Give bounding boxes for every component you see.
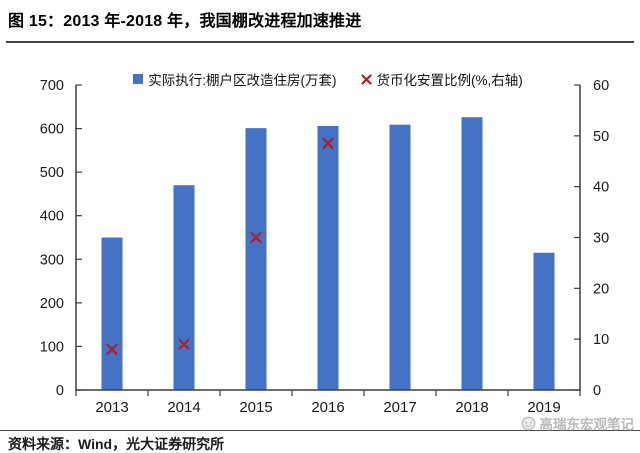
bar-series-swatch-icon bbox=[133, 74, 144, 84]
bar-2014 bbox=[173, 185, 195, 390]
x-axis-label: 2014 bbox=[167, 399, 200, 416]
bar-2016 bbox=[317, 125, 339, 390]
watermark: 高瑞东宏观笔记 bbox=[521, 413, 635, 433]
legend-label-bars: 实际执行:棚户区改造住房(万套) bbox=[148, 73, 337, 88]
watermark-text: 高瑞东宏观笔记 bbox=[539, 417, 635, 432]
x-axis-label: 2017 bbox=[383, 399, 416, 416]
left-axis-label: 400 bbox=[40, 209, 64, 225]
bar-2017 bbox=[389, 124, 411, 391]
x-axis-label: 2013 bbox=[95, 399, 128, 416]
x-marker-icon bbox=[360, 73, 372, 85]
right-axis-label: 20 bbox=[593, 281, 609, 297]
left-axis-label: 0 bbox=[56, 383, 64, 399]
bar-2018 bbox=[461, 117, 483, 390]
chart-legend: 实际执行:棚户区改造住房(万套) 货币化安置比例(%,右轴) bbox=[76, 69, 580, 89]
title-divider bbox=[6, 41, 634, 43]
left-axis-label: 700 bbox=[40, 78, 64, 94]
left-axis-label: 100 bbox=[40, 339, 64, 355]
x-axis-label: 2016 bbox=[311, 399, 344, 416]
x-axis-label: 2019 bbox=[527, 399, 560, 416]
right-axis-label: 30 bbox=[593, 231, 609, 247]
bar-2013 bbox=[101, 237, 123, 390]
marker-2014 bbox=[178, 338, 190, 350]
left-axis-label: 500 bbox=[40, 165, 64, 181]
right-axis-label: 0 bbox=[593, 383, 601, 399]
right-axis-label: 50 bbox=[593, 129, 609, 145]
legend-label-markers: 货币化安置比例(%,右轴) bbox=[376, 73, 523, 88]
right-axis-label: 40 bbox=[593, 180, 609, 196]
footer-divider bbox=[0, 430, 640, 431]
x-axis-label: 2018 bbox=[455, 399, 488, 416]
right-axis-label: 10 bbox=[593, 332, 609, 348]
bar-2015 bbox=[245, 128, 267, 390]
source-note: 资料来源：Wind，光大证券研究所 bbox=[8, 436, 225, 452]
left-axis-label: 600 bbox=[40, 122, 64, 138]
x-axis-label: 2015 bbox=[239, 399, 272, 416]
combo-chart: 0 100 200 300 400 500 600 700 0 10 20 30 40 50 60 2013 2… bbox=[40, 78, 609, 416]
legend-item-markers: 货币化安置比例(%,右轴) bbox=[360, 69, 523, 89]
legend-item-bars: 实际执行:棚户区改造住房(万套) bbox=[133, 69, 337, 89]
marker-2015 bbox=[250, 232, 262, 243]
bar-2019 bbox=[533, 252, 555, 390]
right-axis-label: 60 bbox=[593, 78, 609, 94]
left-axis-label: 200 bbox=[40, 296, 64, 312]
figure-title: 图 15：2013 年-2018 年，我国棚改进程加速推进 bbox=[8, 13, 362, 30]
watermark-logo-icon bbox=[521, 416, 535, 430]
marker-2013 bbox=[106, 343, 118, 355]
left-axis-label: 300 bbox=[40, 252, 64, 268]
marker-2016 bbox=[322, 137, 334, 149]
